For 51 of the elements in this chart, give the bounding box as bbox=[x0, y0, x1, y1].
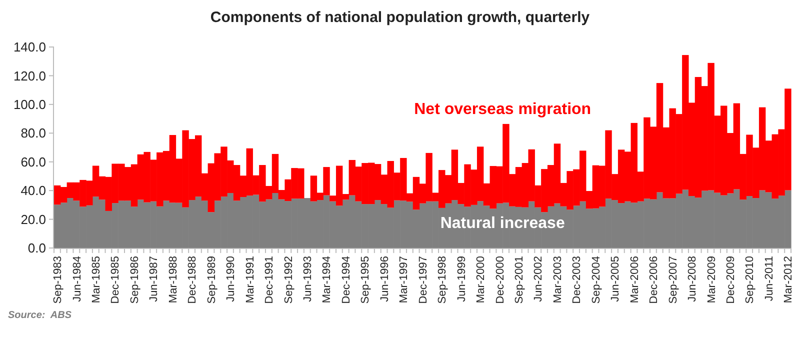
y-tick-label: 140.0 bbox=[13, 40, 46, 55]
x-tick-label: Sep-2001 bbox=[513, 256, 526, 304]
y-tick-label: 40.0 bbox=[20, 183, 46, 198]
x-tick-label: Sep-2010 bbox=[744, 256, 756, 304]
x-tick-label: Mar-1997 bbox=[398, 256, 410, 304]
x-tick-label: Mar-1991 bbox=[244, 256, 256, 304]
y-tick-label: 120.0 bbox=[13, 68, 46, 84]
y-tick-label: 80.0 bbox=[20, 126, 46, 141]
x-tick-label: Sep-1983 bbox=[52, 256, 64, 304]
x-tick-label: Sep-1998 bbox=[436, 256, 449, 304]
x-tick-label: Dec-1997 bbox=[417, 256, 430, 304]
y-tick-label: 20.0 bbox=[20, 212, 46, 227]
x-tick-label: Jun-2008 bbox=[686, 256, 699, 302]
x-tick-label: Jun-2005 bbox=[610, 256, 622, 302]
x-tick-label: Sep-1989 bbox=[206, 256, 218, 304]
x-tick-label: Dec-2006 bbox=[648, 256, 660, 304]
x-tick-label: Sep-2004 bbox=[590, 256, 602, 304]
series-label: Natural increase bbox=[440, 215, 565, 232]
x-tick-label: Jun-1984 bbox=[71, 256, 84, 302]
x-tick-label: Mar-2009 bbox=[706, 256, 718, 304]
source-note: Source: ABS bbox=[8, 310, 72, 321]
x-tick-label: Jun-1999 bbox=[456, 256, 468, 302]
x-tick-label: Mar-2000 bbox=[475, 256, 488, 304]
y-tick-label: 0.0 bbox=[28, 240, 46, 256]
x-tick-label: Jun-2002 bbox=[532, 256, 545, 302]
x-tick-label: Dec-2009 bbox=[724, 256, 737, 304]
x-tick-label: Sep-1995 bbox=[360, 256, 372, 304]
x-tick-label: Sep-1992 bbox=[282, 256, 295, 304]
x-tick-label: Jun-1987 bbox=[148, 256, 160, 302]
x-tick-label: Sep-1986 bbox=[128, 256, 141, 304]
x-tick-label: Mar-2006 bbox=[628, 256, 641, 304]
x-tick-label: Jun-1993 bbox=[302, 256, 314, 302]
x-tick-label: Mar-1985 bbox=[90, 256, 103, 304]
x-tick-label: Mar-1994 bbox=[321, 256, 334, 304]
x-tick-label: Mar-2003 bbox=[552, 256, 564, 304]
x-tick-label: Mar-1988 bbox=[167, 256, 180, 304]
x-tick-label: Dec-2000 bbox=[494, 256, 506, 304]
x-tick-label: Sep-2007 bbox=[667, 256, 680, 304]
x-tick-label: Jun-1990 bbox=[225, 256, 238, 302]
y-tick-label: 60.0 bbox=[20, 154, 46, 170]
x-tick-label: Dec-1985 bbox=[110, 256, 122, 304]
series-label: Net overseas migration bbox=[414, 101, 592, 118]
y-tick-label: 100.0 bbox=[13, 96, 46, 112]
x-tick-label: Dec-1991 bbox=[264, 256, 276, 304]
chart-title: Components of national population growth, quarterly bbox=[210, 9, 590, 26]
x-tick-label: Jun-2011 bbox=[763, 256, 776, 302]
x-tick-label: Dec-1994 bbox=[340, 256, 352, 304]
x-tick-label: Dec-1988 bbox=[186, 256, 199, 304]
x-tick-label: Jun-1996 bbox=[378, 256, 391, 302]
x-tick-label: Dec-2003 bbox=[571, 256, 584, 304]
x-tick-label: Mar-2012 bbox=[782, 256, 795, 304]
